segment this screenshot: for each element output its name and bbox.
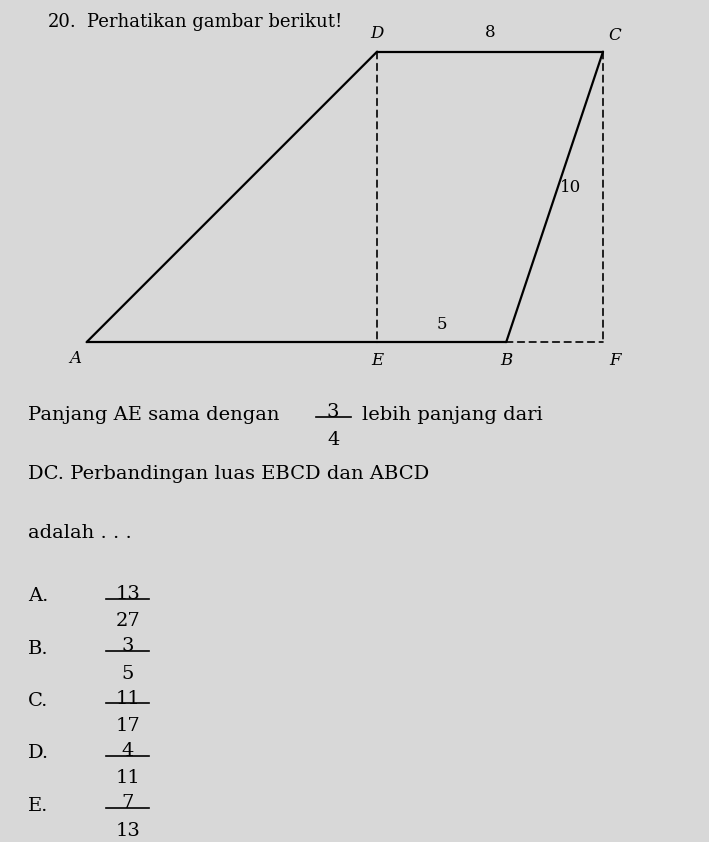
Text: Panjang AE sama dengan: Panjang AE sama dengan <box>28 406 280 424</box>
Text: 17: 17 <box>116 717 140 735</box>
Text: 8: 8 <box>485 24 496 40</box>
Text: 4: 4 <box>327 430 340 449</box>
Text: B: B <box>500 352 513 369</box>
Text: C: C <box>608 27 621 44</box>
Text: DC. Perbandingan luas EBCD dan ABCD: DC. Perbandingan luas EBCD dan ABCD <box>28 465 430 482</box>
Text: F: F <box>609 352 620 369</box>
Text: 4: 4 <box>121 742 134 760</box>
Text: 13: 13 <box>115 585 140 603</box>
Text: A.: A. <box>28 588 49 605</box>
Text: D: D <box>370 25 384 42</box>
Text: Perhatikan gambar berikut!: Perhatikan gambar berikut! <box>86 13 342 31</box>
Text: A: A <box>69 349 81 367</box>
Text: 11: 11 <box>116 770 140 787</box>
Text: C.: C. <box>28 692 49 710</box>
Text: 3: 3 <box>121 637 134 655</box>
Text: 11: 11 <box>116 690 140 707</box>
Text: 3: 3 <box>327 403 340 421</box>
Text: 27: 27 <box>116 612 140 631</box>
Text: 20.: 20. <box>48 13 77 31</box>
Text: E: E <box>371 352 383 369</box>
Text: B.: B. <box>28 640 49 658</box>
Text: 10: 10 <box>560 179 581 195</box>
Text: D.: D. <box>28 744 50 762</box>
Text: 13: 13 <box>115 822 140 839</box>
Text: 5: 5 <box>121 664 134 683</box>
Text: E.: E. <box>28 797 49 814</box>
Text: lebih panjang dari: lebih panjang dari <box>362 406 542 424</box>
Text: adalah . . .: adalah . . . <box>28 524 132 541</box>
Text: 7: 7 <box>121 794 134 813</box>
Text: 5: 5 <box>437 316 447 333</box>
